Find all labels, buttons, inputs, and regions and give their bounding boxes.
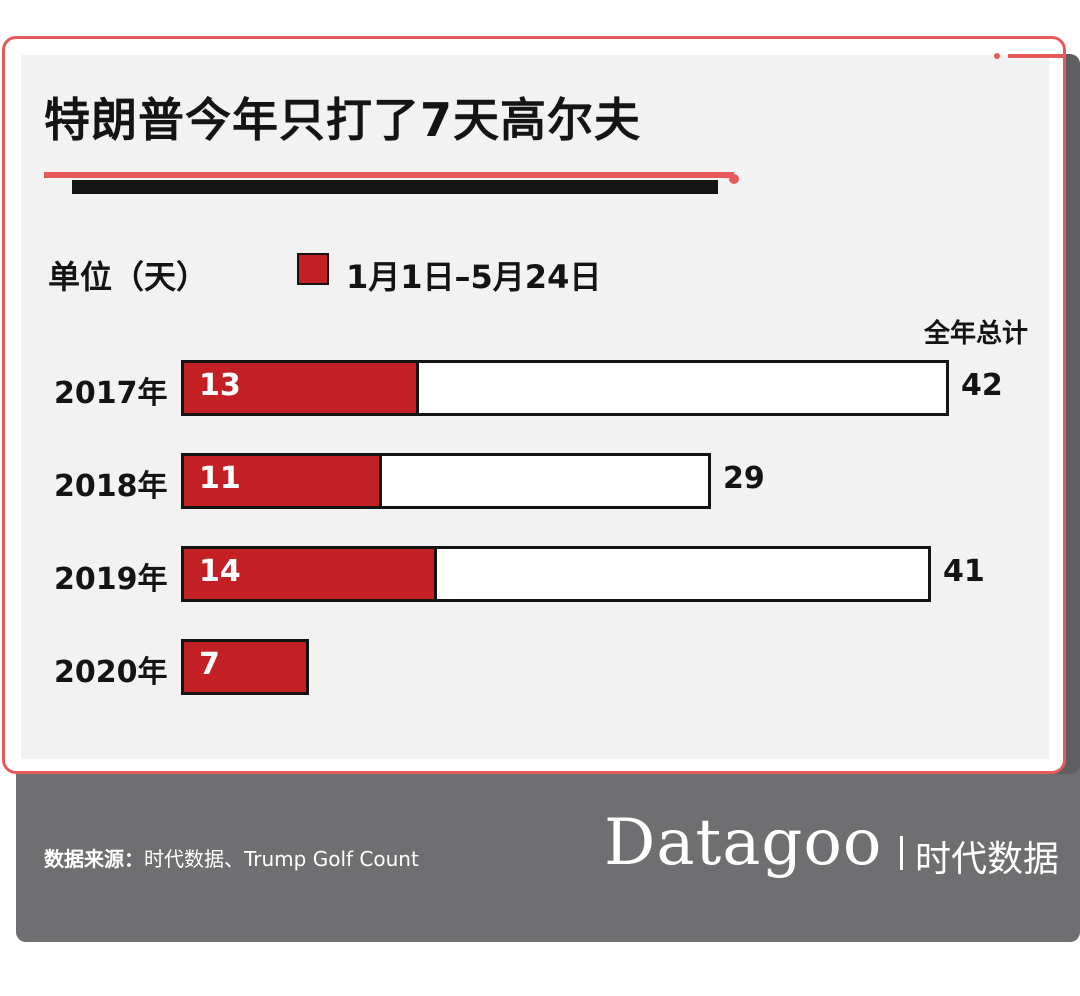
total-column-header: 全年总计 — [924, 319, 1029, 349]
partial-value-label: 13 — [199, 368, 241, 403]
partial-value-label: 7 — [199, 647, 220, 682]
source-text: 时代数据、Trump Golf Count — [144, 847, 419, 871]
partial-value-label: 14 — [199, 554, 241, 589]
chart-title: 特朗普今年只打了7天高尔夫 — [44, 93, 642, 147]
bar-partial-period — [181, 453, 382, 509]
year-label: 2017年 — [54, 376, 168, 411]
corner-line-decoration — [1008, 54, 1066, 58]
year-label: 2020年 — [54, 655, 168, 690]
bar-partial-period — [181, 360, 419, 416]
total-value-label: 42 — [961, 368, 1003, 403]
title-underline-black — [72, 180, 718, 194]
legend-swatch-partial — [297, 253, 329, 285]
total-value-label: 41 — [943, 554, 985, 589]
unit-label: 单位（天） — [48, 258, 209, 296]
bar-partial-period — [181, 546, 437, 602]
brand-separator — [900, 836, 903, 870]
data-source: 数据来源：时代数据、Trump Golf Count — [44, 843, 419, 872]
partial-value-label: 11 — [199, 461, 241, 496]
legend-label-partial: 1月1日–5月24日 — [346, 258, 602, 296]
source-label: 数据来源： — [44, 847, 144, 871]
title-underline-red — [44, 172, 734, 178]
bar-partial-period — [181, 639, 309, 695]
corner-dot-decoration — [994, 53, 1000, 59]
brand-name-cn: 时代数据 — [915, 839, 1060, 880]
year-label: 2018年 — [54, 469, 168, 504]
total-value-label: 29 — [723, 461, 765, 496]
brand-logo: Datagoo — [604, 806, 883, 880]
title-underline-dot — [729, 174, 739, 184]
year-label: 2019年 — [54, 562, 168, 597]
